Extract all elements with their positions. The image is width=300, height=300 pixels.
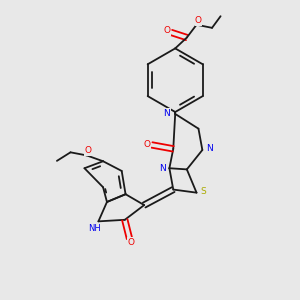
Text: O: O [84, 146, 91, 155]
Text: O: O [128, 238, 135, 247]
Text: O: O [195, 16, 202, 26]
Text: N: N [159, 164, 166, 173]
Text: N: N [206, 144, 213, 153]
Text: O: O [144, 140, 151, 149]
Text: O: O [163, 26, 170, 35]
Text: S: S [201, 188, 206, 196]
Text: NH: NH [88, 224, 101, 233]
Text: N: N [163, 109, 170, 118]
